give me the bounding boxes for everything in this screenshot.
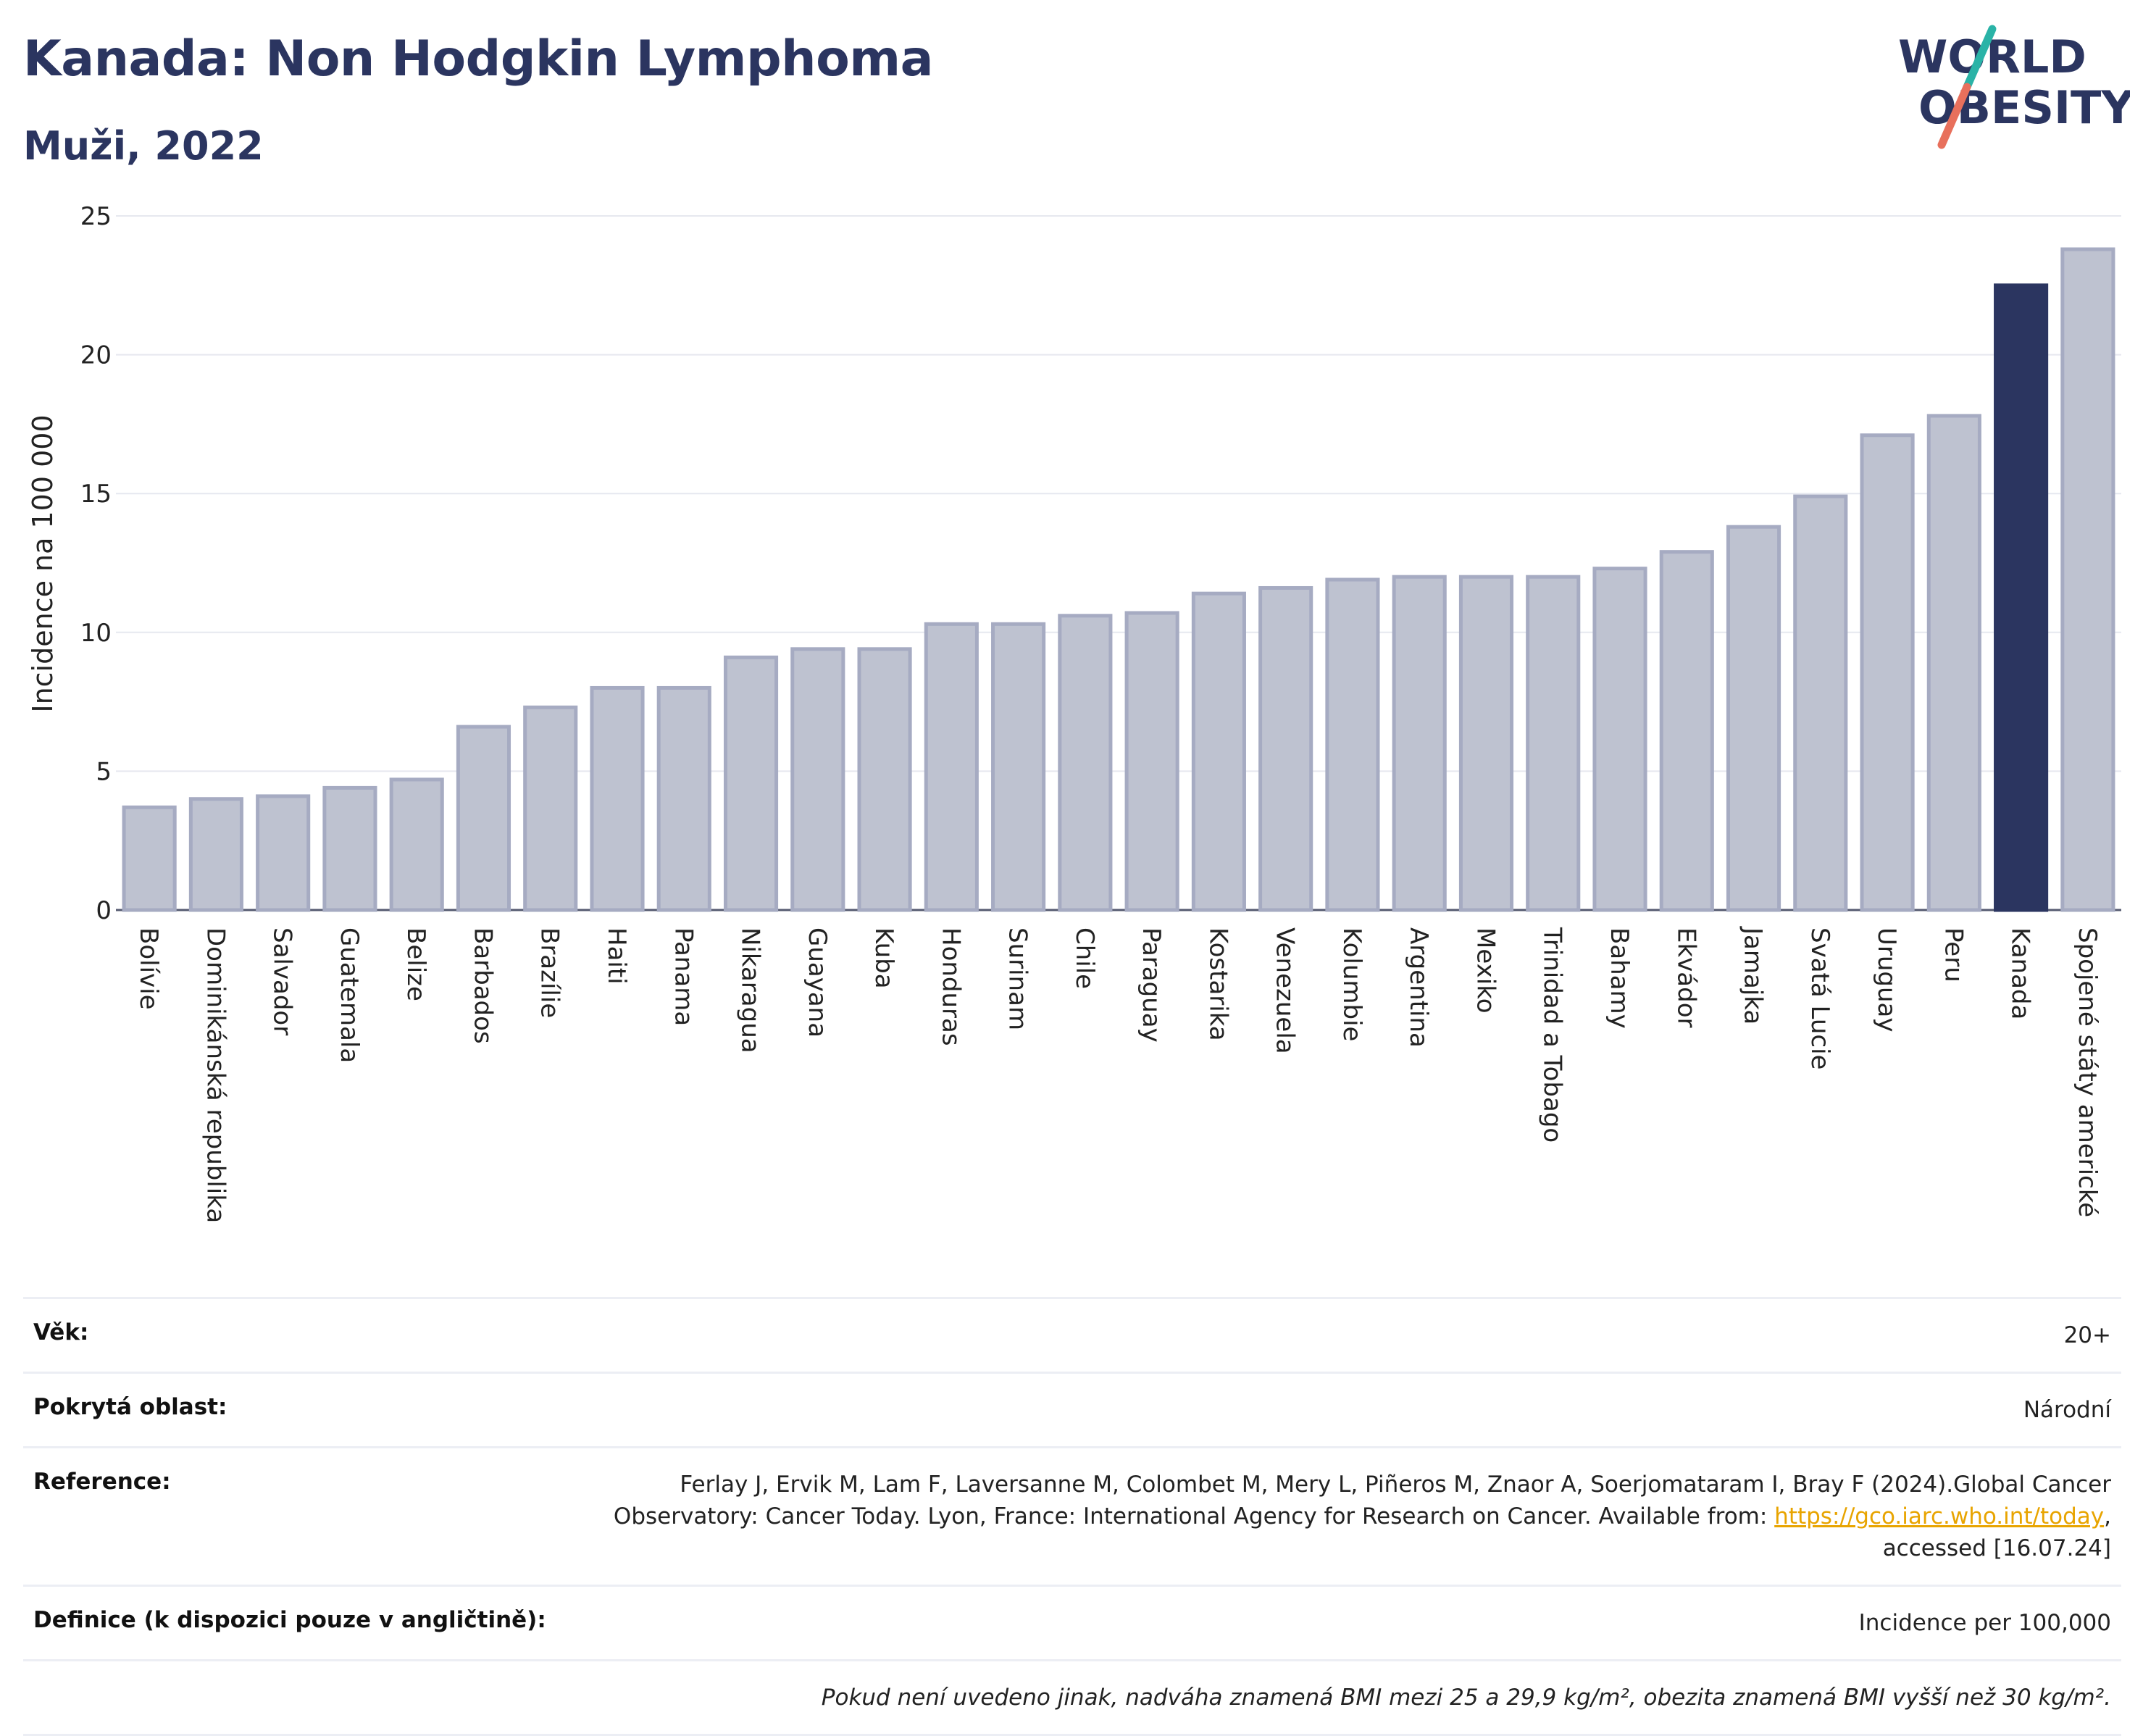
meta-label-coverage: Pokrytá oblast: <box>33 1394 227 1420</box>
x-tick-label: Belize <box>401 927 430 1001</box>
bar-25 <box>1793 494 1848 912</box>
x-tick-label: Uruguay <box>1872 927 1901 1032</box>
bar-9 <box>723 655 779 912</box>
x-tick-label: Bahamy <box>1605 927 1634 1029</box>
bar-14 <box>1058 614 1113 912</box>
x-tick-label: Svatá Lucie <box>1805 927 1834 1069</box>
x-tick-label: Paraguay <box>1137 927 1166 1043</box>
x-tick-label: Panama <box>669 927 698 1026</box>
x-tick-label: Spojené státy americké <box>2073 927 2102 1217</box>
bar-3 <box>322 785 377 912</box>
x-tick-label: Nikaragua <box>736 927 765 1053</box>
x-tick-label: Mexiko <box>1471 927 1500 1014</box>
bar-26 <box>1860 433 1915 912</box>
bar-28 <box>1994 283 2049 912</box>
bar-27 <box>1926 414 1981 912</box>
y-tick-label: 20 <box>80 341 112 370</box>
bar-0 <box>122 805 177 912</box>
bar-24 <box>1726 525 1781 912</box>
bar-5 <box>456 725 511 912</box>
reference-accessed: , accessed [16.07.24] <box>1882 1503 2111 1561</box>
x-tick-label: Jamajka <box>1739 926 1768 1025</box>
x-tick-label: Guayana <box>803 927 832 1038</box>
x-tick-label: Brazílie <box>535 927 564 1018</box>
bar-11 <box>857 647 912 912</box>
bmi-note: Pokud není uvedeno jinak, nadváha znamen… <box>821 1685 2111 1711</box>
x-tick-label: Barbados <box>468 927 497 1044</box>
x-tick-label: Trinidad a Tobago <box>1538 927 1567 1143</box>
x-tick-label: Peru <box>1939 927 1968 982</box>
bar-7 <box>590 685 645 912</box>
bar-13 <box>991 622 1046 912</box>
y-tick-label: 15 <box>80 480 112 509</box>
meta-row-definition: Definice (k dispozici pouze v angličtině… <box>23 1585 2121 1659</box>
logo-slash-teal <box>1963 25 1997 91</box>
x-tick-label: Bolívie <box>134 927 163 1010</box>
x-tick-label: Salvador <box>268 927 297 1035</box>
meta-label-reference: Reference: <box>33 1469 171 1495</box>
meta-value-reference: Ferlay J, Ervik M, Lam F, Laversanne M, … <box>590 1469 2111 1564</box>
reference-link[interactable]: https://gco.iarc.who.int/today <box>1774 1503 2105 1530</box>
world-obesity-logo: WORLD OBESITY <box>1898 25 2130 149</box>
meta-value-age: 20+ <box>2063 1322 2111 1348</box>
bar-chart: 0 5 10 15 20 25 Bolívie Dominikánská republika… <box>27 202 2121 1223</box>
x-tick-label: Dominikánská republika <box>201 927 230 1223</box>
x-tick-label: Ekvádor <box>1671 927 1700 1028</box>
bar-22 <box>1592 567 1647 912</box>
meta-row-coverage: Pokrytá oblast: Národní <box>23 1372 2121 1446</box>
bar-16 <box>1191 591 1246 912</box>
bar-20 <box>1458 575 1514 912</box>
x-tick-label: Guatemala <box>335 927 364 1063</box>
bars-layer <box>122 247 2115 912</box>
logo-word-world: WORLD <box>1898 30 2086 83</box>
meta-row-reference: Reference: Ferlay J, Ervik M, Lam F, Lav… <box>23 1446 2121 1585</box>
bar-17 <box>1258 585 1313 912</box>
x-tick-label: Kostarika <box>1203 927 1232 1041</box>
bar-29 <box>2060 247 2115 912</box>
grid-layer: 0 5 10 15 20 25 <box>80 202 2121 925</box>
bar-19 <box>1392 575 1447 912</box>
x-tick-label: Kuba <box>869 927 898 989</box>
y-tick-label: 5 <box>96 757 112 786</box>
bar-4 <box>389 777 444 912</box>
meta-row-note: Pokud není uvedeno jinak, nadváha znamen… <box>23 1659 2121 1736</box>
logo-slash-coral <box>1937 83 1971 149</box>
x-tick-label: Chile <box>1070 927 1099 989</box>
x-tick-label: Argentina <box>1404 927 1433 1048</box>
bar-12 <box>924 622 979 912</box>
page-title: Kanada: Non Hodgkin Lymphoma <box>23 30 934 88</box>
meta-value-definition: Incidence per 100,000 <box>1858 1610 2111 1636</box>
bar-1 <box>188 797 243 912</box>
y-tick-label: 10 <box>80 619 112 648</box>
x-tick-label: Haiti <box>602 927 631 985</box>
x-tick-label: Venezuela <box>1271 927 1300 1054</box>
x-tick-label: Kanada <box>2006 927 2035 1019</box>
bar-18 <box>1325 577 1380 912</box>
x-tick-label: Surinam <box>1003 927 1032 1030</box>
x-tick-label: Kolumbie <box>1337 927 1366 1041</box>
x-tick-label: Honduras <box>936 927 965 1046</box>
y-axis-title: Incidence na 100 000 <box>27 414 59 712</box>
meta-label-age: Věk: <box>33 1319 89 1345</box>
bar-8 <box>656 685 711 912</box>
metadata-table: Věk: 20+ Pokrytá oblast: Národní Referen… <box>23 1297 2121 1736</box>
bar-15 <box>1124 611 1179 912</box>
reference-text: Ferlay J, Ervik M, Lam F, Laversanne M, … <box>613 1472 2111 1530</box>
meta-row-age: Věk: 20+ <box>23 1297 2121 1372</box>
page-subtitle: Muži, 2022 <box>23 123 264 169</box>
bar-2 <box>256 794 311 912</box>
bar-23 <box>1659 550 1714 912</box>
bar-21 <box>1526 575 1581 912</box>
y-tick-label: 25 <box>80 202 112 231</box>
y-tick-label: 0 <box>96 896 112 925</box>
x-axis-labels: Bolívie Dominikánská republika Salvador Gua… <box>134 926 2102 1223</box>
bar-10 <box>790 647 845 912</box>
meta-label-definition: Definice (k dispozici pouze v angličtině… <box>33 1607 546 1633</box>
bar-6 <box>523 705 578 912</box>
meta-value-coverage: Národní <box>2023 1397 2111 1423</box>
